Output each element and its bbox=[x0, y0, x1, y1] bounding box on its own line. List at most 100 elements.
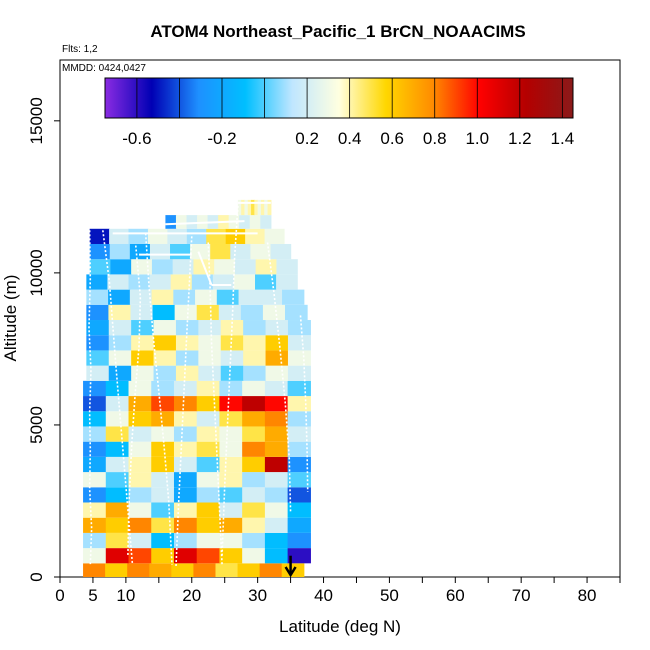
heatmap-cell bbox=[105, 441, 130, 457]
heatmap-cell bbox=[240, 304, 264, 321]
heatmap-cell bbox=[264, 380, 289, 397]
heatmap-cell bbox=[257, 199, 262, 216]
heatmap-cell bbox=[242, 487, 266, 503]
heatmap-cell bbox=[219, 548, 243, 564]
x-axis-label: Latitude (deg N) bbox=[279, 617, 401, 636]
heatmap-cell bbox=[242, 472, 266, 488]
heatmap-cell bbox=[149, 243, 171, 260]
heatmap-cell bbox=[186, 215, 198, 229]
heatmap-cell bbox=[83, 441, 107, 457]
heatmap-cell bbox=[219, 456, 243, 473]
colorbar: -0.6 -0.2 0.2 0.4 0.6 0.8 1.0 1.2 1.4 bbox=[104, 77, 574, 148]
x-tick-label: 0 bbox=[55, 586, 64, 605]
heatmap-cell bbox=[198, 350, 222, 366]
heatmap-cell bbox=[287, 441, 311, 457]
heatmap-cell bbox=[237, 199, 242, 216]
heatmap-cell bbox=[243, 335, 267, 351]
heatmap-cell bbox=[247, 199, 252, 216]
heatmap-cell bbox=[242, 456, 266, 473]
heatmap-cell bbox=[83, 563, 106, 577]
heatmap-cell bbox=[287, 472, 311, 488]
colorbar-gradient bbox=[105, 78, 573, 118]
x-tick-label: 10 bbox=[116, 586, 135, 605]
heatmap-cell bbox=[105, 472, 130, 488]
heatmap-cell bbox=[131, 350, 155, 366]
heatmap-cell bbox=[128, 532, 152, 549]
heatmap-cell bbox=[130, 304, 154, 321]
heatmap-cell bbox=[171, 563, 195, 577]
heatmap-cell bbox=[245, 228, 266, 244]
heatmap-cell bbox=[243, 320, 267, 336]
heatmap-cell bbox=[287, 502, 311, 518]
heatmap-cell bbox=[287, 532, 311, 549]
heatmap-cell bbox=[108, 304, 132, 321]
heatmap-cell bbox=[219, 487, 243, 503]
heatmap-cell bbox=[270, 243, 292, 260]
heatmap-cell bbox=[151, 456, 175, 473]
heatmap-cell bbox=[242, 517, 266, 533]
flight-track bbox=[102, 230, 134, 565]
heatmap-cell bbox=[83, 380, 107, 397]
heatmap-cell bbox=[151, 441, 175, 457]
heatmap-cell bbox=[190, 243, 211, 260]
heatmap-cell bbox=[198, 365, 222, 381]
heatmap-cell bbox=[237, 563, 261, 577]
heatmap-cell bbox=[265, 335, 289, 351]
heatmap-cell bbox=[196, 411, 221, 427]
heatmap-cell bbox=[174, 304, 198, 321]
heatmap-cell bbox=[233, 274, 256, 290]
heatmap-cell bbox=[108, 350, 132, 366]
heatmap-cell bbox=[196, 532, 221, 549]
x-tick-label: 50 bbox=[380, 586, 399, 605]
heatmap-cell bbox=[83, 487, 107, 503]
heatmap-cell bbox=[108, 335, 132, 351]
heatmap-cell bbox=[131, 320, 155, 336]
heatmap-cell bbox=[128, 456, 152, 473]
heatmap-cell bbox=[151, 502, 175, 518]
heatmap-cell bbox=[219, 517, 243, 533]
heatmap-cell bbox=[110, 259, 132, 275]
flight-tracks bbox=[88, 201, 309, 568]
heatmap-cell bbox=[170, 274, 193, 290]
heatmap-cell bbox=[219, 532, 243, 549]
heatmap-cell bbox=[284, 304, 308, 321]
colorbar-tick-label: 1.0 bbox=[465, 129, 489, 148]
heatmap-cell bbox=[173, 472, 198, 488]
heatmap-cell bbox=[242, 548, 266, 564]
heatmap-cell bbox=[151, 259, 174, 275]
heatmap-cell bbox=[105, 411, 130, 427]
heatmap-cell bbox=[108, 365, 132, 381]
heatmap-cell bbox=[108, 320, 132, 336]
flight-track-segment bbox=[165, 220, 245, 226]
heatmap-cell bbox=[86, 365, 110, 381]
heatmap-cell bbox=[287, 548, 311, 564]
heatmap-cell bbox=[259, 563, 283, 577]
heatmap-cell bbox=[219, 502, 243, 518]
heatmap-cell bbox=[170, 243, 191, 260]
heatmap-cell bbox=[83, 502, 107, 518]
colorbar-tick-label: 1.2 bbox=[508, 129, 532, 148]
heatmap-cell bbox=[149, 274, 172, 290]
heatmap-cell bbox=[105, 563, 128, 577]
heatmap-cell bbox=[89, 259, 111, 275]
heatmap-cell bbox=[287, 517, 311, 533]
heatmap-cell bbox=[264, 517, 289, 533]
heatmap-cell bbox=[89, 243, 111, 260]
heatmap-cell bbox=[242, 532, 266, 549]
x-axis: 0 5 10 20 30 40 50 60 70 80 bbox=[55, 577, 621, 605]
heatmap-cell bbox=[220, 335, 244, 351]
heatmap-cell bbox=[128, 472, 152, 488]
heatmap-cell bbox=[107, 274, 130, 290]
heatmap-cell bbox=[220, 365, 244, 381]
heatmap-cell bbox=[220, 350, 244, 366]
heatmap-cell bbox=[173, 426, 198, 442]
heatmap-cell bbox=[264, 472, 289, 488]
heatmap-cell bbox=[151, 532, 175, 549]
flight-track bbox=[127, 245, 142, 556]
heatmap-cell bbox=[195, 289, 218, 305]
flight-track bbox=[207, 242, 223, 565]
heatmap-cell bbox=[230, 243, 251, 260]
colorbar-tick-label: -0.6 bbox=[122, 129, 151, 148]
arrow-head bbox=[284, 566, 297, 578]
heatmap-cell bbox=[249, 215, 261, 229]
